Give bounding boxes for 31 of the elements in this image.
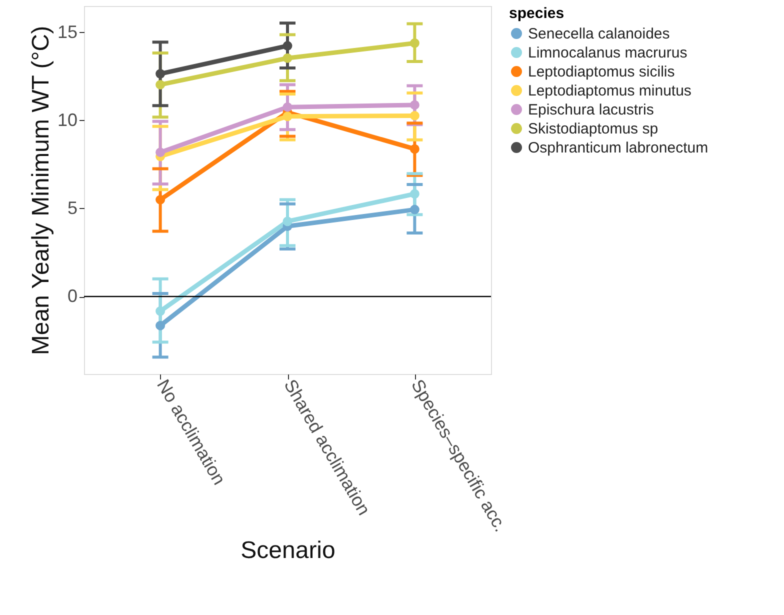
point xyxy=(156,148,166,158)
point xyxy=(156,306,166,316)
point xyxy=(410,144,420,154)
point xyxy=(282,112,292,122)
legend-label: Epischura lacustris xyxy=(528,102,654,118)
y-tick-label: 15 xyxy=(57,22,78,42)
legend-label: Leptodiaptomus sicilis xyxy=(528,64,675,80)
point xyxy=(282,216,292,226)
point xyxy=(410,100,420,110)
point xyxy=(282,41,292,51)
y-tick-label: 0 xyxy=(67,286,78,306)
point xyxy=(282,53,292,63)
y-tick-label: 10 xyxy=(57,110,78,130)
point xyxy=(156,69,166,79)
point xyxy=(156,320,166,330)
legend-label: Osphranticum labronectum xyxy=(528,140,708,156)
legend-label: Leptodiaptomus minutus xyxy=(528,82,692,100)
x-axis-title: Scenario xyxy=(240,537,336,564)
point xyxy=(410,38,420,48)
legend-title: species xyxy=(509,5,564,22)
point xyxy=(156,194,166,204)
y-tick-label: 5 xyxy=(67,198,78,218)
y-axis-title: Mean Yearly Minimum WT (°C) xyxy=(27,26,54,356)
point xyxy=(410,204,420,214)
point xyxy=(410,110,420,120)
legend-label: Limnocalanus macrurus xyxy=(528,44,688,62)
point xyxy=(156,80,166,90)
legend-label: Skistodiaptomus sp xyxy=(528,120,658,138)
legend-label: Senecella calanoides xyxy=(528,26,670,42)
point xyxy=(410,189,420,199)
point xyxy=(282,102,292,112)
